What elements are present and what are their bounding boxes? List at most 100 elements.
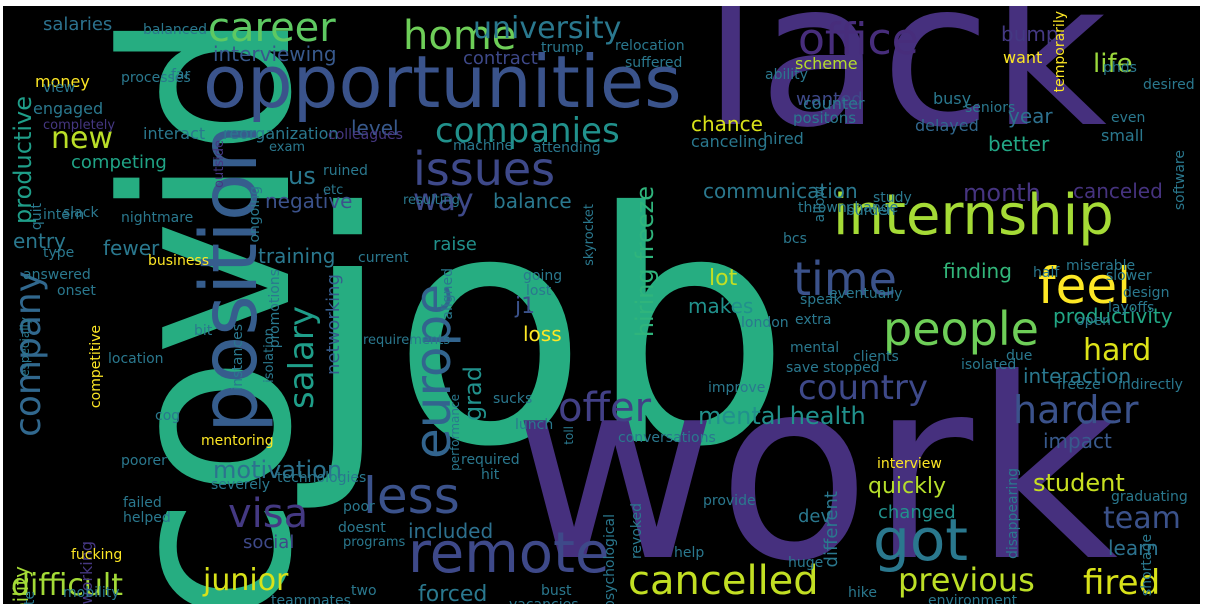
word-intern: intern (43, 207, 85, 223)
word-suffered: suffered (625, 55, 683, 71)
word-fewer: fewer (103, 236, 160, 260)
word-slack: slack (63, 205, 99, 221)
word-failed: failed (123, 495, 162, 511)
word-location: location (108, 351, 164, 367)
word-university: university (473, 11, 622, 46)
word-less: less (363, 467, 460, 525)
word-engaged: engaged (33, 99, 104, 118)
word-offer: offer (558, 385, 652, 431)
word-teammates: teammates (271, 593, 351, 604)
word-interaction: interaction (1023, 364, 1132, 388)
word-view: view (43, 80, 76, 96)
word-job: job (303, 145, 791, 517)
word-remote: remote (408, 521, 610, 586)
word-mentoring: mentoring (201, 433, 274, 449)
word-completely: completely (43, 118, 116, 133)
word-interact: interact (143, 124, 206, 143)
word-mobility: mobility (63, 585, 120, 601)
word-open: open (1076, 313, 1111, 329)
word-quit: quit (29, 203, 45, 231)
word-onset: onset (57, 283, 96, 299)
word-counter: counter (803, 94, 865, 113)
word-stopped: stopped (823, 360, 880, 376)
word-quickly: quickly (868, 474, 946, 499)
word-raise: raise (433, 234, 477, 255)
word-improve: improve (708, 380, 766, 396)
word-required: required (461, 452, 520, 468)
word-save: save (786, 360, 819, 376)
word-programs: programs (343, 535, 406, 550)
word-business: business (148, 253, 210, 269)
word-makes: makes (688, 294, 754, 318)
word-extra: extra (795, 312, 832, 328)
word-ruined: ruined (323, 163, 368, 179)
word-competitive: competitive (88, 325, 104, 409)
word-two: two (351, 583, 377, 599)
word-learn: learn (1108, 536, 1159, 560)
word-conversations: conversations (618, 430, 716, 446)
word-half: half (1033, 265, 1060, 281)
word-lot: lot (709, 266, 738, 291)
word-toll: toll (562, 426, 576, 445)
word-canceling: canceling (691, 132, 768, 151)
word-graduating: graduating (1111, 489, 1188, 505)
word-isolated: isolated (961, 357, 1017, 373)
word-far: far (171, 67, 191, 83)
word-difficult: difficult (11, 568, 123, 603)
word-disappearing: disappearing (1005, 468, 1021, 560)
word-freeze: freeze (1057, 377, 1101, 393)
word-career: career (208, 6, 336, 51)
word-mental-health: mental health (698, 402, 866, 430)
word-phds: phds (1103, 60, 1137, 76)
word-design: design (1123, 285, 1170, 301)
word-mental: mental (790, 340, 840, 356)
word-salary: salary (282, 306, 322, 409)
word-canceled: canceled (1073, 179, 1163, 203)
word-slower: slower (1106, 268, 1152, 284)
word-resulting: resulting (403, 193, 460, 208)
word-balance: balance (493, 189, 572, 213)
word-type: type (43, 245, 75, 261)
word-social: social (243, 532, 295, 553)
word-chance: chance (691, 112, 763, 136)
word-junior: junior (203, 563, 289, 598)
word-provide: provide (703, 493, 756, 509)
word-salaries: salaries (43, 14, 113, 35)
word-dev: dev (798, 506, 832, 527)
word-thrownchange: thrownchange (798, 200, 899, 216)
word-negative: negative (265, 189, 353, 213)
word-companies: companies (435, 111, 620, 151)
word-due: due (1006, 348, 1033, 364)
word-lost: lost (526, 283, 552, 299)
word-wanted: wanted (796, 89, 863, 110)
word-indirectly: indirectly (1118, 377, 1183, 393)
word-current: current (358, 250, 409, 266)
word-seniors: seniors (965, 100, 1016, 116)
word-better: better (988, 132, 1050, 156)
word-home: home (403, 13, 517, 59)
word-got: got (873, 506, 969, 574)
word-aligned: aligned (440, 268, 456, 320)
word-month: month (963, 179, 1041, 207)
word-scheme: scheme (795, 54, 858, 73)
word-money: money (35, 72, 90, 91)
word-instances: instances (230, 324, 246, 391)
word-communication: communication (703, 179, 858, 203)
word-bump: bump (1001, 22, 1059, 46)
word-fired: fired (1083, 563, 1161, 603)
word-performance: performance (448, 394, 462, 471)
word-office: office (798, 14, 919, 65)
word-eventually: eventually (829, 286, 903, 302)
word-life: life (1093, 49, 1133, 79)
word-internship: internship (833, 183, 1114, 248)
word-year: year (1008, 104, 1053, 128)
word-entry: entry (13, 229, 66, 253)
word-temporarily: temporarily (1052, 11, 1068, 93)
word-country: country (798, 368, 929, 408)
word-hired: hired (763, 129, 804, 148)
word-cancelled: cancelled (628, 558, 819, 604)
word-harder: harder (1013, 388, 1139, 432)
word-exam: exam (269, 140, 306, 155)
word-visa: visa (228, 491, 309, 537)
word-poor: poor (343, 499, 375, 515)
